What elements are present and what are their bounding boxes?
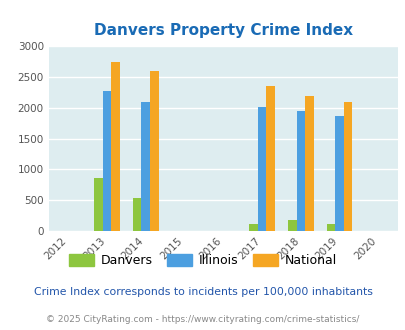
Bar — [296, 111, 305, 231]
Title: Danvers Property Crime Index: Danvers Property Crime Index — [94, 23, 352, 38]
Bar — [94, 178, 102, 231]
Bar — [343, 102, 352, 231]
Bar — [102, 91, 111, 231]
Bar — [266, 85, 274, 231]
Legend: Danvers, Illinois, National: Danvers, Illinois, National — [64, 249, 341, 272]
Bar — [132, 198, 141, 231]
Text: © 2025 CityRating.com - https://www.cityrating.com/crime-statistics/: © 2025 CityRating.com - https://www.city… — [46, 315, 359, 324]
Text: Crime Index corresponds to incidents per 100,000 inhabitants: Crime Index corresponds to incidents per… — [34, 287, 371, 297]
Bar — [257, 107, 266, 231]
Bar — [326, 224, 335, 231]
Bar — [249, 224, 257, 231]
Bar — [335, 116, 343, 231]
Bar — [111, 62, 119, 231]
Bar — [305, 96, 313, 231]
Bar — [288, 219, 296, 231]
Bar — [149, 71, 158, 231]
Bar — [141, 102, 149, 231]
